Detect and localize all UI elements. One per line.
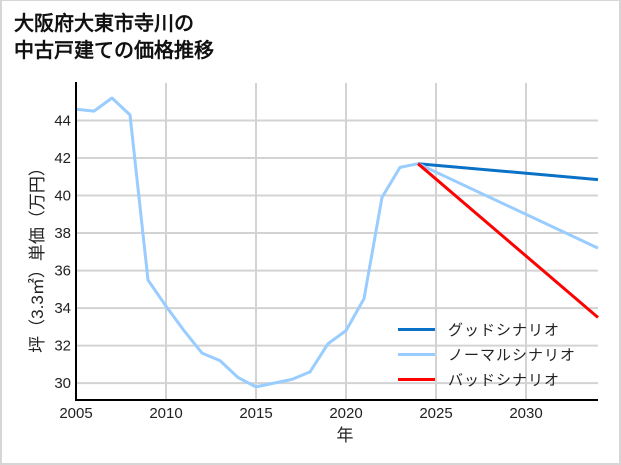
legend-swatch-normal bbox=[398, 353, 435, 356]
tick-labels: 30 32 34 36 38 40 42 44 2005 2010 2015 2020 2025 2030 bbox=[54, 113, 542, 422]
x-tick-label: 2010 bbox=[149, 405, 182, 422]
y-tick-label: 44 bbox=[54, 113, 71, 130]
legend-swatch-good bbox=[398, 328, 435, 331]
y-tick-label: 34 bbox=[54, 300, 71, 317]
legend-label-good: グッドシナリオ bbox=[448, 322, 561, 339]
legend: グッドシナリオ ノーマルシナリオ バッドシナリオ bbox=[398, 317, 598, 392]
x-tick-label: 2025 bbox=[419, 405, 452, 422]
y-tick-label: 32 bbox=[54, 338, 71, 355]
historical-price-line bbox=[75, 96, 419, 389]
legend-item-good: グッドシナリオ bbox=[398, 317, 598, 342]
y-tick-label: 38 bbox=[54, 225, 71, 242]
y-tick-label: 36 bbox=[54, 263, 71, 280]
x-tick-label: 2015 bbox=[239, 405, 272, 422]
axes bbox=[75, 82, 598, 401]
legend-swatch-bad bbox=[398, 378, 435, 381]
y-tick-label: 42 bbox=[54, 150, 71, 167]
y-tick-label: 30 bbox=[54, 375, 71, 392]
gridlines bbox=[76, 83, 598, 400]
x-tick-label: 2020 bbox=[329, 405, 362, 422]
x-tick-label: 2005 bbox=[59, 405, 92, 422]
chart-title-line-2: 中古戸建ての価格推移 bbox=[14, 40, 214, 62]
legend-item-bad: バッドシナリオ bbox=[398, 367, 598, 392]
legend-label-normal: ノーマルシナリオ bbox=[448, 347, 577, 364]
bad-scenario-line bbox=[417, 162, 599, 319]
chart-title-line-1: 大阪府大東市寺川の bbox=[14, 13, 194, 35]
good-scenario-line bbox=[417, 162, 599, 182]
legend-item-normal: ノーマルシナリオ bbox=[398, 342, 598, 367]
x-axis-label: 年 bbox=[337, 426, 354, 445]
x-tick-label: 2030 bbox=[509, 405, 542, 422]
y-tick-label: 40 bbox=[54, 188, 71, 205]
y-axis-label: 坪（3.3㎡）単価（万円） bbox=[28, 159, 47, 353]
chart-title: 大阪府大東市寺川の 中古戸建ての価格推移 bbox=[14, 11, 214, 65]
data-series bbox=[75, 96, 599, 389]
legend-label-bad: バッドシナリオ bbox=[448, 372, 561, 389]
normal-scenario-line bbox=[417, 162, 599, 250]
